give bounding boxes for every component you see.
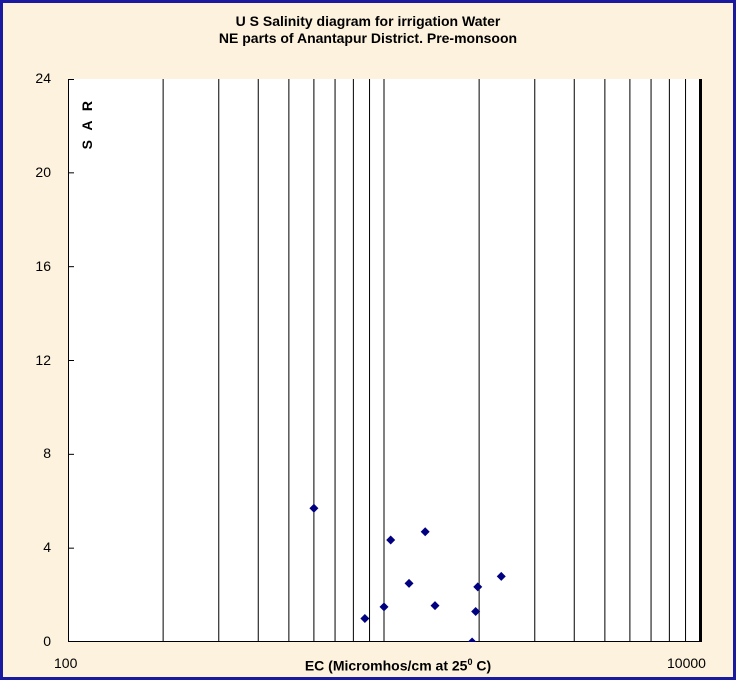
y-tick-label: 8 [43, 445, 51, 462]
data-point [360, 614, 370, 624]
data-point [467, 637, 477, 642]
data-point [496, 571, 506, 581]
data-point [386, 535, 396, 545]
plot-area [68, 79, 702, 642]
x-axis-label: EC (Micromhos/cm at 250 C) [304, 657, 492, 674]
data-point [420, 527, 430, 537]
data-point [471, 607, 481, 617]
data-point [404, 578, 414, 588]
y-tick-label: 12 [35, 351, 51, 368]
chart-title-line2: NE parts of Anantapur District. Pre-mons… [218, 30, 518, 46]
data-point [430, 601, 440, 611]
data-point [473, 582, 483, 592]
chart-title-line1: U S Salinity diagram for irrigation Wate… [235, 13, 501, 29]
y-tick-label: 4 [43, 539, 51, 556]
data-point [379, 602, 389, 612]
y-tick-label: 0 [43, 633, 51, 649]
scatter-plot [68, 79, 700, 642]
y-tick-label: 24 [35, 70, 51, 86]
y-tick-label: 20 [35, 163, 51, 180]
x-tick-label-100: 100 [54, 655, 78, 671]
x-tick-label-10000: 10000 [667, 655, 706, 671]
y-tick-label: 16 [35, 257, 51, 274]
data-point [309, 503, 319, 513]
y-axis-label: S A R [79, 98, 95, 150]
